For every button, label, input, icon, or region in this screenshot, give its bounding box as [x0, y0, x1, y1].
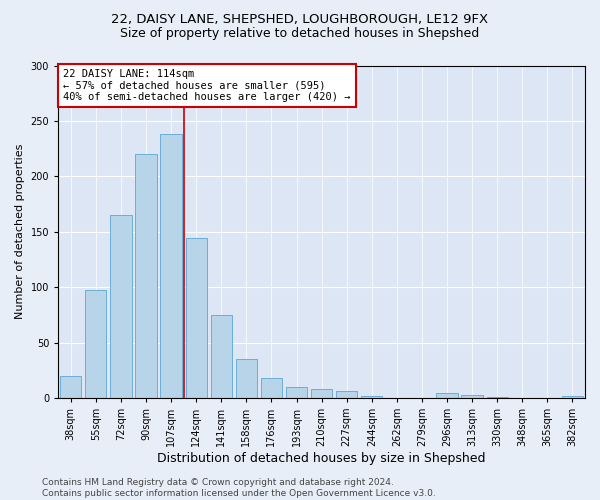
- Bar: [436, 394, 458, 398]
- Bar: [336, 392, 358, 398]
- Bar: [286, 387, 307, 398]
- Bar: [236, 359, 257, 398]
- Text: Contains HM Land Registry data © Crown copyright and database right 2024.
Contai: Contains HM Land Registry data © Crown c…: [42, 478, 436, 498]
- Bar: [562, 396, 583, 398]
- Bar: [211, 315, 232, 398]
- Y-axis label: Number of detached properties: Number of detached properties: [15, 144, 25, 320]
- Text: 22, DAISY LANE, SHEPSHED, LOUGHBOROUGH, LE12 9FX: 22, DAISY LANE, SHEPSHED, LOUGHBOROUGH, …: [112, 12, 488, 26]
- Bar: [60, 376, 82, 398]
- Bar: [487, 397, 508, 398]
- Text: Size of property relative to detached houses in Shepshed: Size of property relative to detached ho…: [121, 28, 479, 40]
- Bar: [311, 389, 332, 398]
- Bar: [185, 238, 207, 398]
- Text: 22 DAISY LANE: 114sqm
← 57% of detached houses are smaller (595)
40% of semi-det: 22 DAISY LANE: 114sqm ← 57% of detached …: [64, 69, 351, 102]
- Bar: [261, 378, 282, 398]
- Bar: [136, 154, 157, 398]
- Bar: [110, 215, 131, 398]
- Bar: [160, 134, 182, 398]
- X-axis label: Distribution of detached houses by size in Shepshed: Distribution of detached houses by size …: [157, 452, 486, 465]
- Bar: [85, 290, 106, 398]
- Bar: [361, 396, 382, 398]
- Bar: [461, 394, 483, 398]
